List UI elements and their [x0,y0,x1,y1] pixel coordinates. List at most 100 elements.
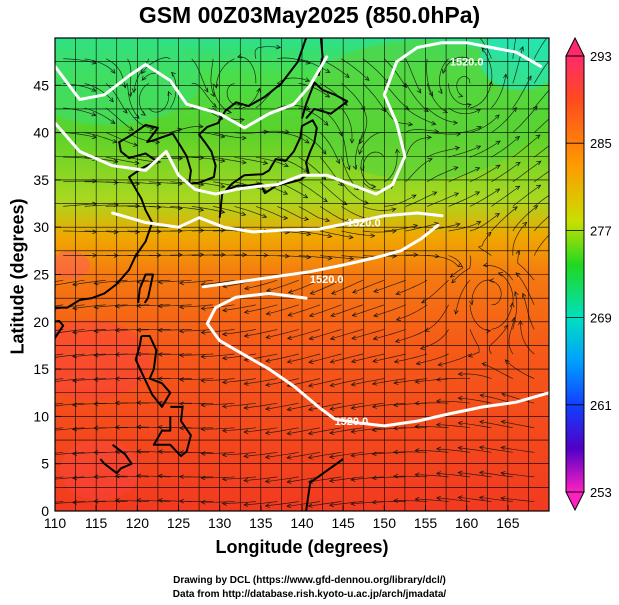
streamline-arrow [350,453,356,458]
streamline [191,83,217,108]
streamline [533,215,549,232]
streamline [416,353,449,365]
streamline [84,107,116,124]
streamline-arrow [352,289,358,294]
streamline-arrow [264,430,271,436]
streamline-arrow [438,89,443,95]
streamline-arrow [200,499,206,505]
streamline [393,475,428,478]
streamline [201,378,235,382]
streamline [458,422,492,429]
streamline-arrow [243,429,249,435]
streamline-arrow [93,425,99,431]
streamline-arrow [264,454,270,460]
streamline [226,83,243,106]
streamline-arrow [325,93,331,98]
streamline-arrow [265,382,271,387]
streamline-arrow [455,222,461,227]
streamline [515,272,535,305]
streamline-arrow [178,474,184,480]
streamline-arrow [305,105,311,111]
streamline [105,107,134,131]
streamline [479,472,513,478]
streamline [179,500,214,502]
streamline [63,107,96,116]
streamline-arrow [392,253,398,259]
streamline-arrow [411,194,417,199]
streamline-arrow [350,429,356,434]
streamline-arrow [221,476,227,482]
streamline [115,329,149,331]
streamline [308,378,342,387]
streamline [148,181,183,185]
streamline [201,451,235,454]
streamline-arrow [275,44,282,50]
streamline-arrow [203,87,209,93]
streamline [436,424,471,429]
streamline-arrow [308,335,314,341]
streamline [415,474,449,478]
streamline-arrow [348,234,354,240]
streamline-arrow [323,120,329,126]
streamline-arrow [30,356,34,360]
streamline-arrow [136,424,142,430]
streamline [533,38,548,59]
streamline-arrow [221,428,227,433]
streamline [170,126,204,133]
streamline-arrow [436,471,442,476]
streamline [105,230,140,233]
streamline-arrow [435,377,441,382]
streamline-arrow [427,157,433,163]
streamline [468,329,480,357]
streamline-arrow [265,287,272,293]
contour-label: 1520.0 [347,217,381,229]
streamline-arrow [457,420,463,426]
streamline [405,129,439,133]
streamline [265,451,299,458]
streamline [438,353,471,366]
streamline-arrow [178,425,184,431]
streamline [372,501,406,503]
streamline [222,427,256,432]
streamline-arrow [136,303,142,309]
streamline-arrow [551,54,555,58]
streamline [425,304,449,332]
streamline-arrow [114,449,120,455]
streamline [136,304,171,307]
streamline [158,353,192,355]
streamline [341,58,370,81]
streamline-arrow [200,306,206,311]
streamline-arrow [243,309,250,315]
streamline [517,250,535,281]
streamline [319,181,348,205]
streamline-arrow [92,229,98,235]
streamline [405,191,437,207]
coastline [218,119,318,218]
streamline [320,230,354,238]
streamline [201,329,235,333]
streamline-arrow [226,109,232,115]
streamline [265,501,299,507]
streamline [448,191,480,207]
streamline [179,304,214,308]
streamline [84,156,118,163]
streamline [479,38,492,59]
streamline-arrow [416,88,422,94]
streamline [426,107,458,124]
streamline-arrow [243,477,249,483]
streamline [55,451,64,454]
streamline-arrow [558,187,562,191]
streamline [436,377,471,381]
streamline [265,476,299,482]
streamline [330,353,363,363]
x-tick-label: 140 [290,515,314,531]
y-tick-label: 30 [33,219,49,235]
streamline-arrow [256,87,261,93]
streamline [136,450,171,453]
streamline [341,230,375,237]
streamline-arrow [141,69,146,75]
streamline-arrow [222,307,228,313]
y-tick-label: 25 [33,267,49,283]
streamline-arrow [457,395,463,401]
streamline-arrow [286,455,292,460]
